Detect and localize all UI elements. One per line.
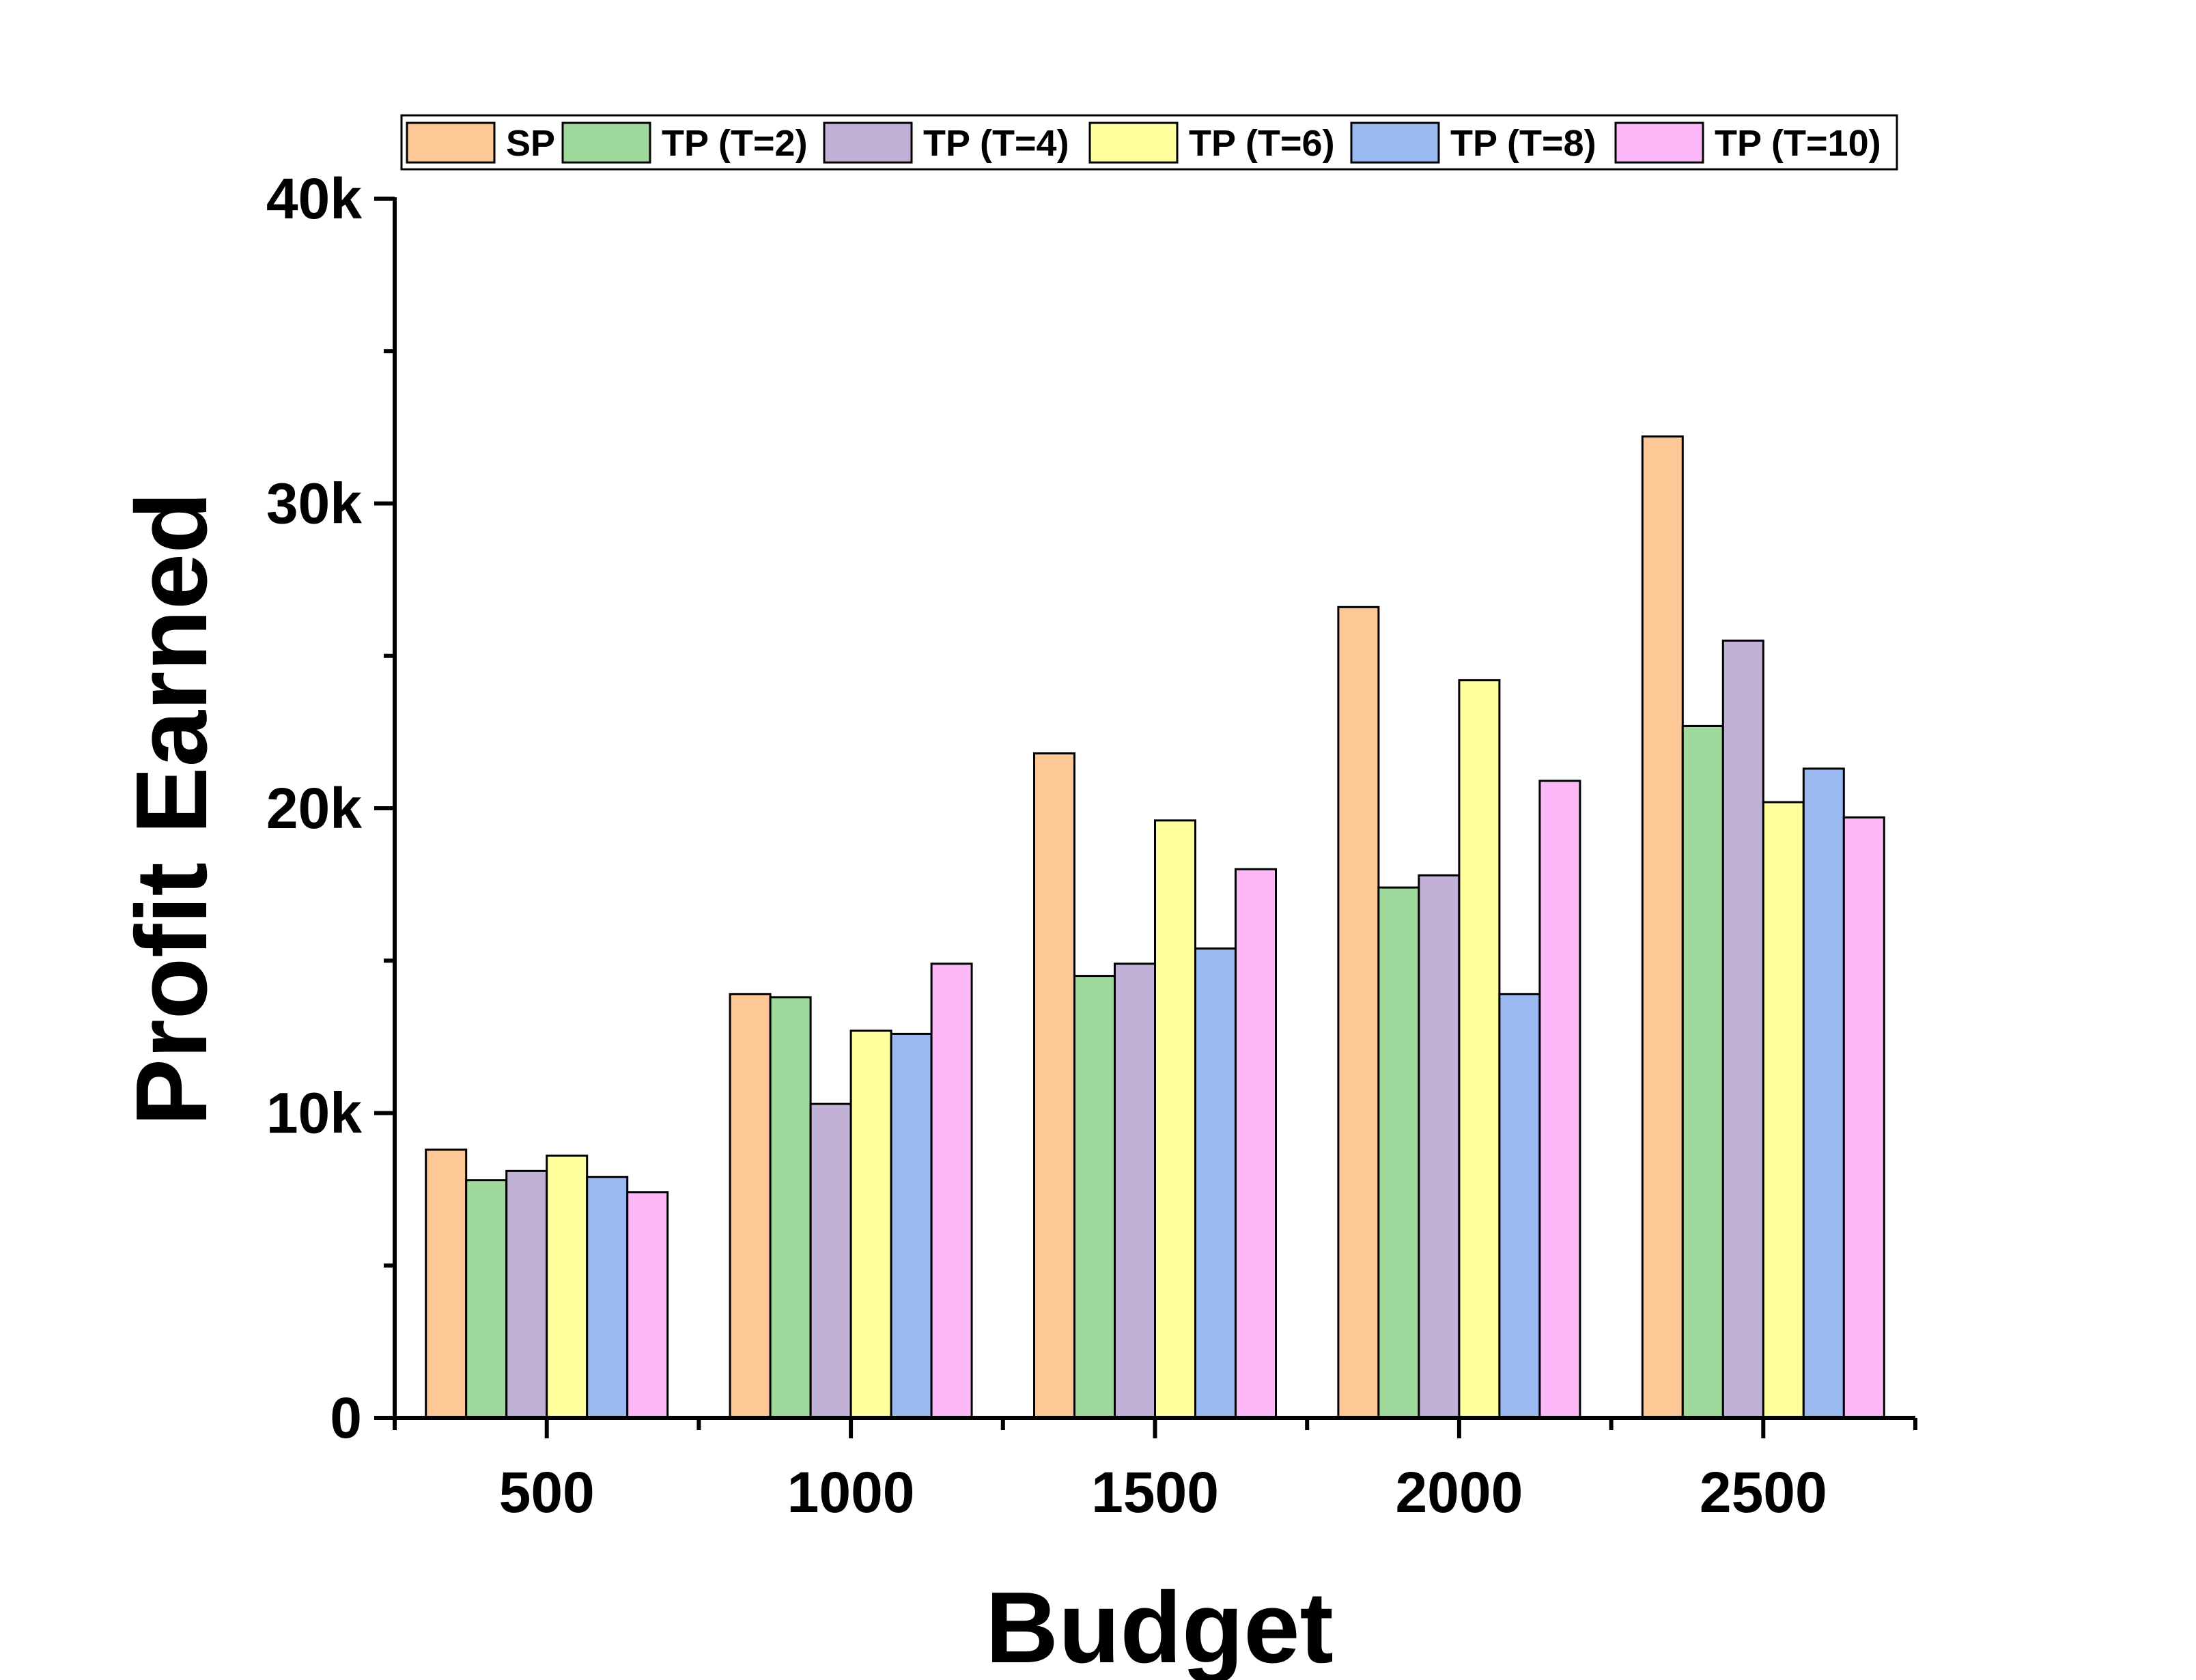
bar-1000-tp-t-2- bbox=[769, 996, 812, 1419]
legend-label-tp-t-4-: TP (T=4) bbox=[923, 123, 1069, 164]
legend-label-tp-t-10-: TP (T=10) bbox=[1715, 123, 1881, 164]
bar-2000-tp-t-4- bbox=[1418, 874, 1461, 1419]
bar-500-sp bbox=[425, 1148, 468, 1419]
y-tick-label-30k: 30k bbox=[266, 472, 362, 536]
legend-swatch-sp bbox=[406, 122, 496, 164]
bar-2500-tp-t-4- bbox=[1721, 639, 1764, 1419]
legend-swatch-tp-t-8- bbox=[1350, 122, 1440, 164]
bar-500-tp-t-8- bbox=[586, 1176, 629, 1419]
bar-2000-tp-t-8- bbox=[1498, 993, 1541, 1419]
bar-1500-sp bbox=[1033, 752, 1075, 1419]
bar-2500-tp-t-2- bbox=[1681, 724, 1724, 1419]
y-tick-label-0: 0 bbox=[330, 1386, 362, 1450]
bar-2000-tp-t-2- bbox=[1377, 886, 1420, 1419]
bar-2000-tp-t-6- bbox=[1458, 679, 1501, 1419]
bar-2000-tp-t-10- bbox=[1538, 780, 1581, 1419]
legend-label-tp-t-2-: TP (T=2) bbox=[662, 123, 808, 164]
legend-swatch-tp-t-6- bbox=[1088, 122, 1179, 164]
x-tick-label-500: 500 bbox=[499, 1460, 595, 1524]
bars-layer bbox=[425, 435, 1885, 1419]
bar-1000-tp-t-6- bbox=[849, 1029, 892, 1419]
bar-1000-sp bbox=[729, 993, 772, 1419]
legend-label-tp-t-8-: TP (T=8) bbox=[1450, 123, 1596, 164]
bar-1500-tp-t-8- bbox=[1194, 947, 1237, 1419]
bar-2000-sp bbox=[1337, 606, 1380, 1419]
x-tick-label-2000: 2000 bbox=[1395, 1460, 1523, 1524]
x-tick-label-1500: 1500 bbox=[1091, 1460, 1219, 1524]
legend-label-sp: SP bbox=[506, 123, 555, 164]
bar-2500-tp-t-8- bbox=[1802, 767, 1845, 1419]
bar-1500-tp-t-4- bbox=[1114, 963, 1156, 1419]
y-tick-label-20k: 20k bbox=[266, 776, 362, 840]
x-axis-title: Budget bbox=[985, 1571, 1334, 1680]
bar-1000-tp-t-10- bbox=[930, 963, 973, 1419]
bar-2500-tp-t-10- bbox=[1842, 816, 1885, 1419]
legend-label-tp-t-6-: TP (T=6) bbox=[1189, 123, 1335, 164]
bar-500-tp-t-10- bbox=[626, 1191, 669, 1419]
axes-layer: 0 10k 20k 30k 40k 500 1000 1500 2000 2500 bbox=[266, 167, 1917, 1524]
bar-2500-sp bbox=[1641, 435, 1684, 1419]
bar-1000-tp-t-4- bbox=[809, 1102, 852, 1419]
bar-1500-tp-t-2- bbox=[1073, 975, 1116, 1419]
bar-1000-tp-t-8- bbox=[890, 1032, 933, 1419]
legend-swatch-tp-t-4- bbox=[823, 122, 913, 164]
legend-swatch-tp-t-2- bbox=[561, 122, 651, 164]
legend: SP TP (T=2) TP (T=4) TP (T=6) TP (T=8) TP (T=… bbox=[400, 114, 1898, 171]
bar-500-tp-t-6- bbox=[546, 1154, 589, 1419]
y-tick-label-40k: 40k bbox=[266, 167, 362, 231]
bar-2500-tp-t-6- bbox=[1762, 801, 1805, 1419]
legend-swatch-tp-t-10- bbox=[1614, 122, 1704, 164]
bar-1500-tp-t-10- bbox=[1235, 868, 1277, 1419]
y-axis-title: Profit Earned bbox=[115, 492, 228, 1126]
x-tick-label-1000: 1000 bbox=[787, 1460, 915, 1524]
bar-1500-tp-t-6- bbox=[1154, 819, 1196, 1419]
x-tick-label-2500: 2500 bbox=[1700, 1460, 1827, 1524]
bar-500-tp-t-2- bbox=[465, 1179, 508, 1419]
bar-500-tp-t-4- bbox=[505, 1169, 548, 1419]
y-tick-label-10k: 10k bbox=[266, 1081, 362, 1145]
